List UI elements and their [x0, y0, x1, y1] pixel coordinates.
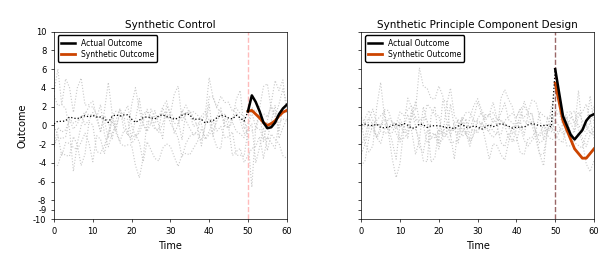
- Actual Outcome: [279, 107, 286, 110]
- Actual Outcome: [575, 133, 582, 136]
- Actual Outcome: [567, 133, 574, 136]
- Actual Outcome: [283, 103, 290, 106]
- Line: Synthetic Outcome: Synthetic Outcome: [248, 110, 287, 125]
- Line: Actual Outcome: Actual Outcome: [555, 69, 594, 139]
- Synthetic Outcome: [567, 138, 574, 141]
- Actual Outcome: [244, 110, 251, 113]
- Actual Outcome: [256, 110, 263, 113]
- Synthetic Outcome: [264, 124, 271, 127]
- Synthetic Outcome: [244, 110, 251, 113]
- Synthetic Outcome: [575, 152, 582, 155]
- Synthetic Outcome: [252, 112, 259, 116]
- Synthetic Outcome: [275, 114, 283, 117]
- Actual Outcome: [571, 138, 578, 141]
- Actual Outcome: [551, 68, 559, 71]
- Y-axis label: Outcome: Outcome: [17, 103, 28, 148]
- Synthetic Outcome: [571, 147, 578, 150]
- Line: Actual Outcome: Actual Outcome: [248, 95, 287, 128]
- Title: Synthetic Control: Synthetic Control: [125, 20, 215, 30]
- Synthetic Outcome: [587, 152, 594, 155]
- Synthetic Outcome: [260, 121, 267, 124]
- X-axis label: Time: Time: [466, 241, 490, 251]
- Synthetic Outcome: [551, 82, 559, 85]
- Actual Outcome: [260, 121, 267, 124]
- Actual Outcome: [248, 94, 256, 97]
- Synthetic Outcome: [583, 157, 590, 160]
- Actual Outcome: [275, 112, 283, 116]
- Actual Outcome: [583, 119, 590, 122]
- Actual Outcome: [587, 114, 594, 117]
- Actual Outcome: [590, 112, 598, 116]
- Synthetic Outcome: [272, 119, 279, 122]
- Synthetic Outcome: [248, 109, 256, 112]
- Synthetic Outcome: [579, 157, 586, 160]
- Synthetic Outcome: [268, 122, 275, 125]
- Actual Outcome: [272, 121, 279, 124]
- Synthetic Outcome: [559, 119, 566, 122]
- Title: Synthetic Principle Component Design: Synthetic Principle Component Design: [377, 20, 578, 30]
- Actual Outcome: [264, 127, 271, 130]
- Legend: Actual Outcome, Synthetic Outcome: Actual Outcome, Synthetic Outcome: [58, 35, 157, 62]
- Actual Outcome: [268, 126, 275, 129]
- Synthetic Outcome: [256, 116, 263, 120]
- Actual Outcome: [579, 129, 586, 132]
- Synthetic Outcome: [279, 111, 286, 114]
- Actual Outcome: [252, 100, 259, 103]
- Synthetic Outcome: [590, 147, 598, 150]
- Line: Synthetic Outcome: Synthetic Outcome: [555, 83, 594, 158]
- Synthetic Outcome: [563, 129, 571, 132]
- Actual Outcome: [563, 124, 571, 127]
- Synthetic Outcome: [556, 100, 563, 103]
- Actual Outcome: [556, 91, 563, 94]
- X-axis label: Time: Time: [158, 241, 182, 251]
- Legend: Actual Outcome, Synthetic Outcome: Actual Outcome, Synthetic Outcome: [365, 35, 464, 62]
- Actual Outcome: [559, 114, 566, 117]
- Synthetic Outcome: [283, 109, 290, 112]
